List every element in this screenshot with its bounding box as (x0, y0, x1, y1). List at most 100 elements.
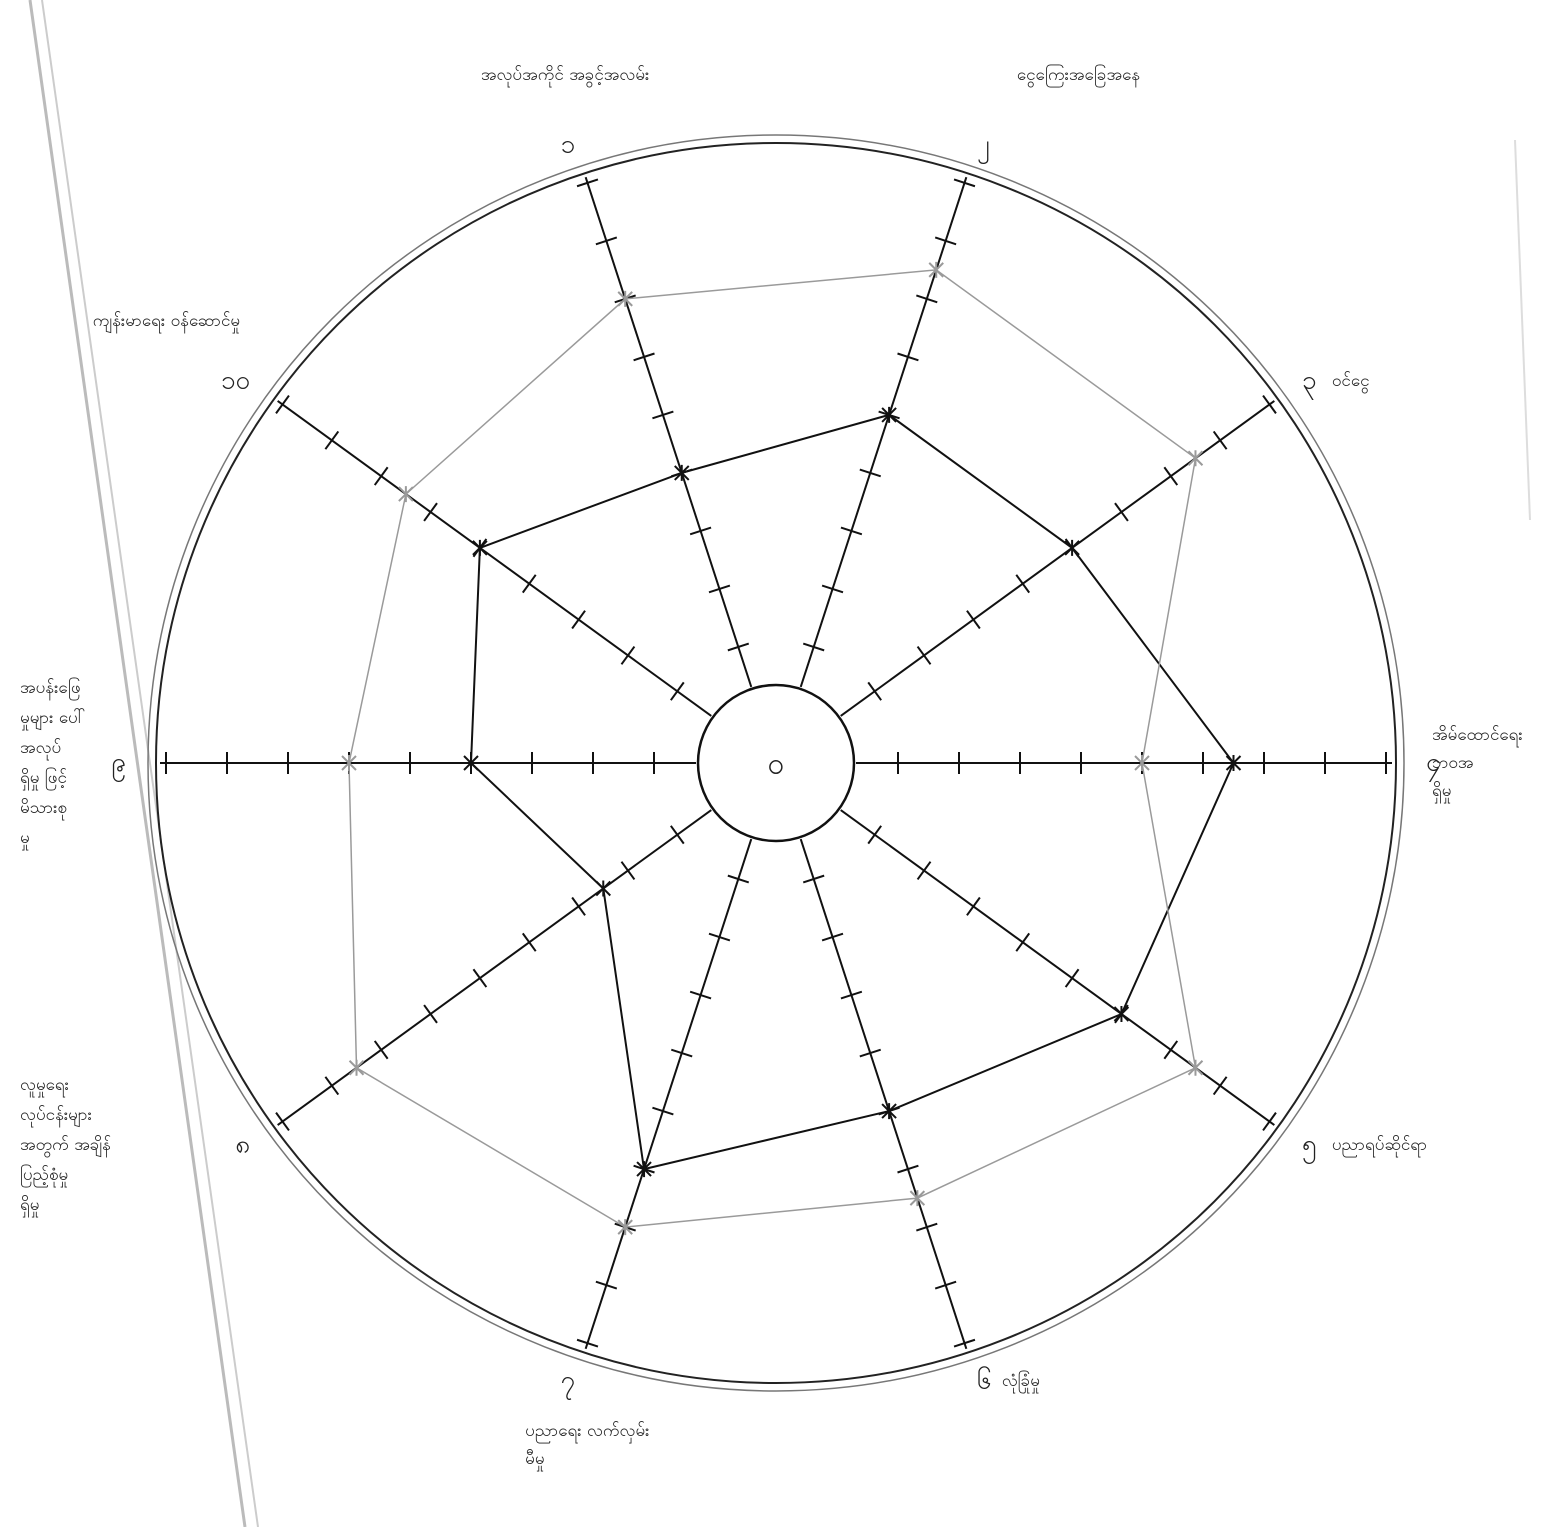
tick-mark (727, 642, 750, 652)
axis-note: ဘဝအ (1432, 753, 1474, 773)
tick-mark (576, 178, 599, 188)
point-marker (617, 290, 633, 307)
point-marker (1225, 755, 1242, 771)
point-marker (1187, 450, 1204, 467)
center-label: ၀ (768, 747, 785, 782)
tick-mark (472, 968, 488, 988)
point-marker (881, 1103, 897, 1120)
axis-note: မိသားစု (20, 798, 67, 821)
tick-mark (571, 896, 586, 916)
tick-mark (867, 681, 882, 701)
axis-number: ၃ (1302, 365, 1317, 400)
axis-number: ၇ (561, 1366, 576, 1401)
tick-mark (620, 861, 636, 881)
tick-mark (633, 352, 655, 362)
tick-mark (867, 825, 882, 845)
axis-note: ကျန်းမာရေး ဝန်ဆောင်မှု (93, 311, 240, 334)
axis-number: ၁ (561, 129, 576, 159)
tick-mark (916, 294, 938, 304)
spoke (584, 838, 753, 1350)
tick-mark (373, 466, 389, 486)
point-marker (398, 486, 414, 503)
axis-note: အလုပ် (20, 738, 61, 761)
axis-number: ၈ (235, 1130, 250, 1160)
tick-mark (802, 642, 825, 652)
axis-note: ရှိမှု (20, 1195, 39, 1218)
axis-note: လုံခြုံမှု (1002, 1369, 1040, 1394)
tick-mark (1262, 1112, 1277, 1132)
outer-ring (147, 134, 1405, 1392)
tick-mark (1114, 502, 1129, 522)
tick-mark (840, 990, 863, 1000)
axis-number: ၁၀ (221, 365, 251, 395)
tick-mark (1212, 430, 1228, 450)
axis-number: ၄ (1426, 748, 1441, 783)
scan-edge (28, 0, 247, 1528)
point-marker (1134, 755, 1150, 771)
tick-mark (275, 1112, 290, 1132)
tick-mark (1262, 394, 1277, 414)
tick-mark (859, 1048, 882, 1058)
tick-mark (670, 825, 685, 845)
tick-mark (324, 430, 340, 450)
point-marker (636, 1161, 652, 1178)
tick-mark (324, 1076, 340, 1096)
point-marker (1187, 1059, 1204, 1076)
tick-mark (652, 1106, 674, 1116)
axis-note: ရှိမှု (1432, 781, 1451, 804)
tick-mark (1064, 968, 1080, 988)
tick-mark (708, 932, 731, 942)
point-marker (928, 261, 944, 278)
center-circle (696, 683, 856, 843)
tick-mark (423, 502, 438, 522)
axis-note: မှု (20, 828, 30, 851)
tick-mark (1212, 1076, 1228, 1096)
axis-note: အပန်းဖြေ (20, 676, 81, 701)
axis-note: လူမှုရေး (20, 1075, 69, 1098)
tick-mark (916, 1222, 938, 1232)
axis-note: ရှိမှု ဖြင့် (20, 766, 67, 791)
tick-mark (670, 1048, 693, 1058)
tick-mark (571, 610, 586, 630)
tick-mark (1015, 932, 1031, 952)
tick-mark (689, 990, 712, 1000)
point-marker (881, 406, 897, 423)
point-marker (617, 1219, 633, 1236)
axis-note: အတွက် အချိန် (20, 1135, 111, 1158)
tick-mark (373, 1040, 389, 1060)
tick-mark (953, 178, 976, 188)
tick-mark (821, 584, 844, 594)
spoke (840, 809, 1275, 1126)
tick-mark (670, 681, 685, 701)
spoke (584, 176, 753, 688)
tick-mark (595, 236, 618, 246)
axis-note: အလုပ်အကိုင် အခွင့်အလမ်း (481, 65, 649, 88)
tick-mark (821, 932, 844, 942)
outer-ring (155, 142, 1397, 1384)
axis-note: ပညာရပ်ဆိုင်ရာ (1332, 1135, 1427, 1158)
tick-mark (620, 645, 636, 665)
axis-number: ၆ (977, 1364, 992, 1396)
axis-note: ဝင်ငွေ (1332, 371, 1370, 394)
point-marker (472, 539, 488, 556)
tick-mark (916, 861, 932, 881)
axis-number: ၅ (1302, 1130, 1317, 1165)
point-marker (341, 755, 357, 771)
tick-mark (1015, 574, 1031, 594)
point-marker (1113, 1005, 1130, 1022)
tick-mark (521, 932, 537, 952)
tick-mark (576, 1338, 599, 1348)
tick-mark (897, 1164, 919, 1174)
tick-mark (708, 584, 731, 594)
axis-note: မှုများ ပေါ် (20, 707, 85, 731)
axis-note: အိမ်ထောင်ရေး (1432, 725, 1523, 748)
axis-note: ပညာရေး လက်လှမ်း (525, 1421, 649, 1444)
spoke (277, 809, 712, 1126)
point-marker (348, 1059, 365, 1076)
tick-mark (859, 468, 882, 478)
tick-mark (916, 645, 932, 665)
axis-note: လုပ်ငန်းများ (20, 1105, 92, 1128)
spoke (799, 838, 968, 1350)
axis-number: ၂ (977, 129, 990, 164)
tick-mark (689, 526, 712, 536)
